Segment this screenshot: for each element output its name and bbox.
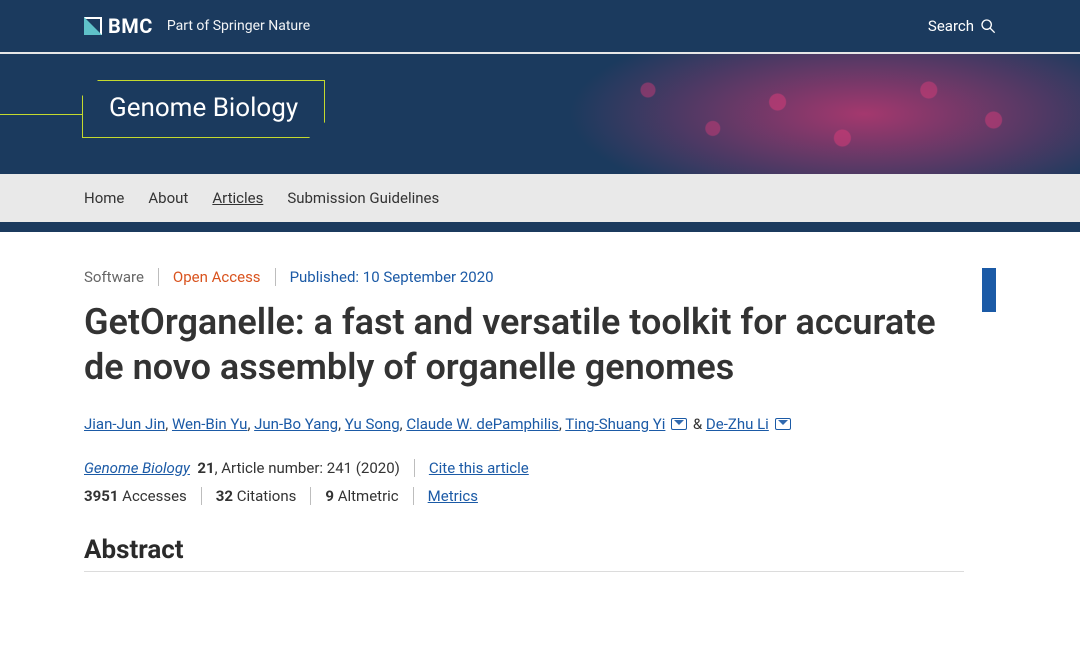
- citations-count: 32: [216, 487, 233, 505]
- nav-articles[interactable]: Articles: [212, 189, 263, 207]
- meta-sep: [275, 268, 276, 286]
- altmetric-count: 9: [325, 487, 334, 505]
- meta-sep: [414, 459, 415, 477]
- meta-sep: [158, 268, 159, 286]
- tagline: Part of Springer Nature: [167, 18, 310, 34]
- article-type: Software: [84, 268, 144, 286]
- nav-submission[interactable]: Submission Guidelines: [287, 189, 439, 207]
- bmc-logo[interactable]: BMC: [84, 14, 153, 38]
- metrics-row: 3951 Accesses 32 Citations 9 Altmetric M…: [84, 487, 990, 505]
- author-link[interactable]: Ting-Shuang Yi: [565, 415, 665, 433]
- citation-artnum: 241: [327, 459, 352, 477]
- search-label: Search: [928, 17, 974, 35]
- author-link[interactable]: Jian-Jun Jin: [84, 415, 165, 433]
- divider-bar: [0, 222, 1080, 232]
- abstract-heading: Abstract: [84, 535, 964, 572]
- search-icon: [980, 18, 996, 34]
- author-link[interactable]: Wen-Bin Yu: [172, 415, 247, 433]
- author-list: Jian-Jun Jin, Wen-Bin Yu, Jun-Bo Yang, Y…: [84, 410, 984, 439]
- altmetric-label: Altmetric: [338, 487, 399, 505]
- cite-this-article-link[interactable]: Cite this article: [429, 459, 529, 477]
- citation-journal-link[interactable]: Genome Biology: [84, 459, 190, 477]
- mail-icon[interactable]: [671, 418, 687, 430]
- journal-subnav: Home About Articles Submission Guideline…: [0, 174, 1080, 222]
- article-region: Software Open Access Published: 10 Septe…: [0, 232, 990, 572]
- nav-home[interactable]: Home: [84, 189, 124, 207]
- author-link[interactable]: Jun-Bo Yang: [254, 415, 338, 433]
- author-link[interactable]: Claude W. dePamphilis: [406, 415, 559, 433]
- side-tab[interactable]: [982, 268, 996, 312]
- site-header: BMC Part of Springer Nature Search: [0, 0, 1080, 52]
- citation-artnum-label: , Article number:: [215, 459, 323, 477]
- published-date: Published: 10 September 2020: [290, 268, 494, 286]
- meta-sep: [201, 487, 202, 505]
- bmc-logo-icon: [84, 17, 102, 35]
- metrics-link[interactable]: Metrics: [428, 487, 478, 505]
- author-link[interactable]: Yu Song: [345, 415, 400, 433]
- citation-volume: 21: [197, 459, 214, 477]
- author-link[interactable]: De-Zhu Li: [706, 415, 769, 433]
- open-access-badge: Open Access: [173, 268, 261, 286]
- journal-name: Genome Biology: [109, 93, 298, 123]
- citation-row: Genome Biology 21, Article number: 241 (…: [84, 459, 990, 477]
- citation-year: (2020): [356, 459, 400, 477]
- brand-area: BMC Part of Springer Nature: [84, 14, 310, 38]
- mail-icon[interactable]: [775, 418, 791, 430]
- citations-label: Citations: [237, 487, 297, 505]
- article-meta-row: Software Open Access Published: 10 Septe…: [84, 268, 990, 286]
- meta-sep: [310, 487, 311, 505]
- journal-name-box[interactable]: Genome Biology: [82, 80, 325, 138]
- nav-about[interactable]: About: [148, 189, 188, 207]
- brand-text: BMC: [108, 14, 153, 38]
- accesses-count: 3951: [84, 487, 118, 505]
- meta-sep: [413, 487, 414, 505]
- article-title: GetOrganelle: a fast and versatile toolk…: [84, 300, 964, 390]
- journal-hero: Genome Biology: [0, 52, 1080, 174]
- search-link[interactable]: Search: [928, 17, 996, 35]
- accesses-label: Accesses: [122, 487, 187, 505]
